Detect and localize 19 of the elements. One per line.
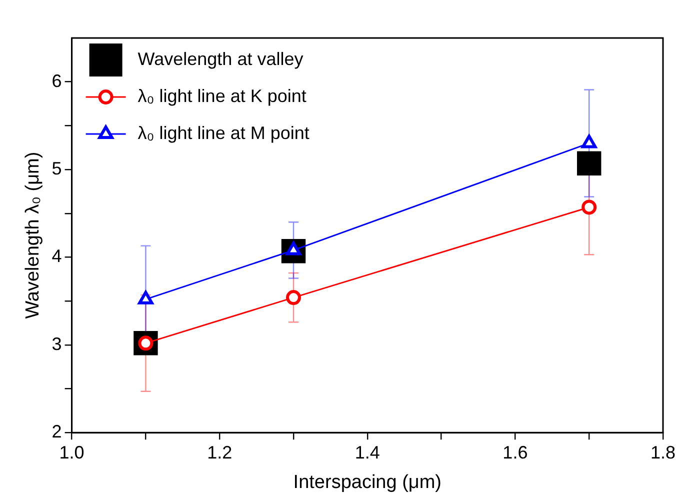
y-tick-label: 3 [52,334,62,354]
y-tick-label: 5 [52,158,62,178]
x-axis-title: Interspacing (μm) [293,472,442,493]
legend-label: Wavelength at valley [138,48,304,69]
y-axis-title: Wavelength λ₀ (μm) [22,152,44,319]
x-tick-label: 1.6 [502,442,528,462]
point [286,290,302,306]
y-tick-label: 4 [52,246,62,266]
legend-label: λ₀ light line at M point [138,122,310,143]
x-tick-label: 1.2 [207,442,232,462]
x-tick-label: 1.0 [59,442,84,462]
point [582,200,597,215]
y-tick-label: 6 [52,70,62,91]
y-tick-label: 2 [52,422,62,442]
point [582,134,597,148]
legend-label: λ₀ light line at K point [138,86,306,106]
x-tick-label: 1.4 [354,442,380,462]
x-tick-label: 1.8 [650,442,676,462]
point [576,151,602,176]
